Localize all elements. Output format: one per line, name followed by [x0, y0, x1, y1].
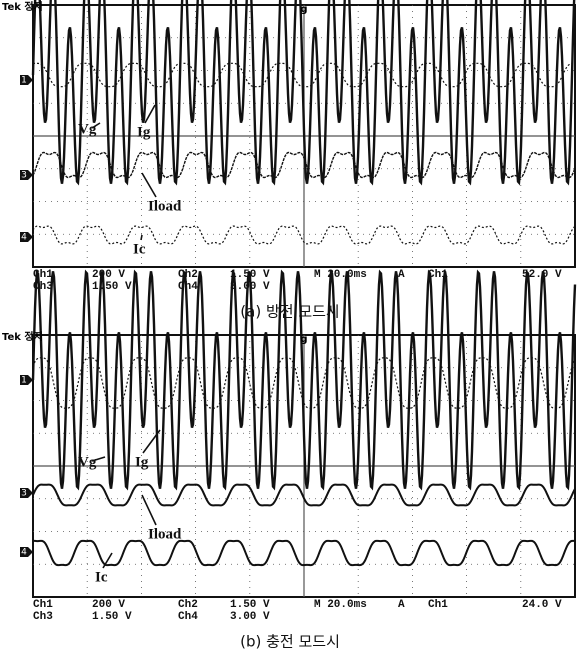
- status-text: A: [398, 269, 405, 281]
- status-text: Ch2: [178, 599, 198, 611]
- trigger-marker: g: [300, 334, 307, 345]
- channel-marker: 3: [21, 489, 27, 499]
- status-text: M 20.0ms: [314, 269, 367, 281]
- caption: (b) 충전 모드시: [240, 633, 340, 650]
- signal-label: Iload: [148, 526, 182, 542]
- signal-label: Ic: [133, 241, 146, 257]
- status-text: Ch3: [33, 611, 53, 623]
- status-text: 1.50 V: [230, 599, 270, 611]
- status-text: 1.50 V: [92, 611, 132, 623]
- status-text: Ch4: [178, 281, 198, 293]
- status-text: M 20.0ms: [314, 599, 367, 611]
- caption: (a) 방전 모드시: [240, 303, 339, 321]
- status-text: Ch2: [178, 269, 198, 281]
- signal-label: Ic: [95, 569, 108, 585]
- scope-header: Tek 정지: [2, 0, 43, 13]
- signal-label: Ig: [135, 454, 149, 470]
- signal-label: Iload: [148, 198, 182, 214]
- status-text: 3.00 V: [230, 611, 270, 623]
- status-text: 200 V: [92, 269, 125, 281]
- status-text: A: [398, 599, 405, 611]
- trigger-marker: g: [300, 4, 307, 15]
- signal-label: Ig: [137, 124, 151, 140]
- channel-marker: 4: [21, 233, 27, 243]
- signal-label: Vg: [78, 121, 97, 137]
- page: Tek 정지 g 1 3 4 Vg Ig Iload Ic Ch1 200 V Ch2 1.50 V M …: [0, 0, 579, 649]
- status-text: 24.0 V: [522, 599, 562, 611]
- arrow: [141, 235, 142, 240]
- channel-marker: 3: [21, 171, 27, 181]
- status-text: Ch1: [33, 599, 53, 611]
- figure: Tek 정지 g 1 3 4 Vg Ig Iload Ic Ch1 200 V Ch2 1.50 V M …: [0, 0, 579, 649]
- scope-header: Tek 정지: [2, 330, 43, 343]
- status-text: 200 V: [92, 599, 125, 611]
- status-text: 1.50 V: [92, 281, 132, 293]
- status-text: Ch4: [178, 611, 198, 623]
- channel-marker: 4: [21, 548, 27, 558]
- channel-marker: 1: [21, 376, 27, 386]
- signal-label: Vg: [78, 454, 97, 470]
- channel-marker: 1: [21, 76, 27, 86]
- status-text: Ch1: [428, 599, 448, 611]
